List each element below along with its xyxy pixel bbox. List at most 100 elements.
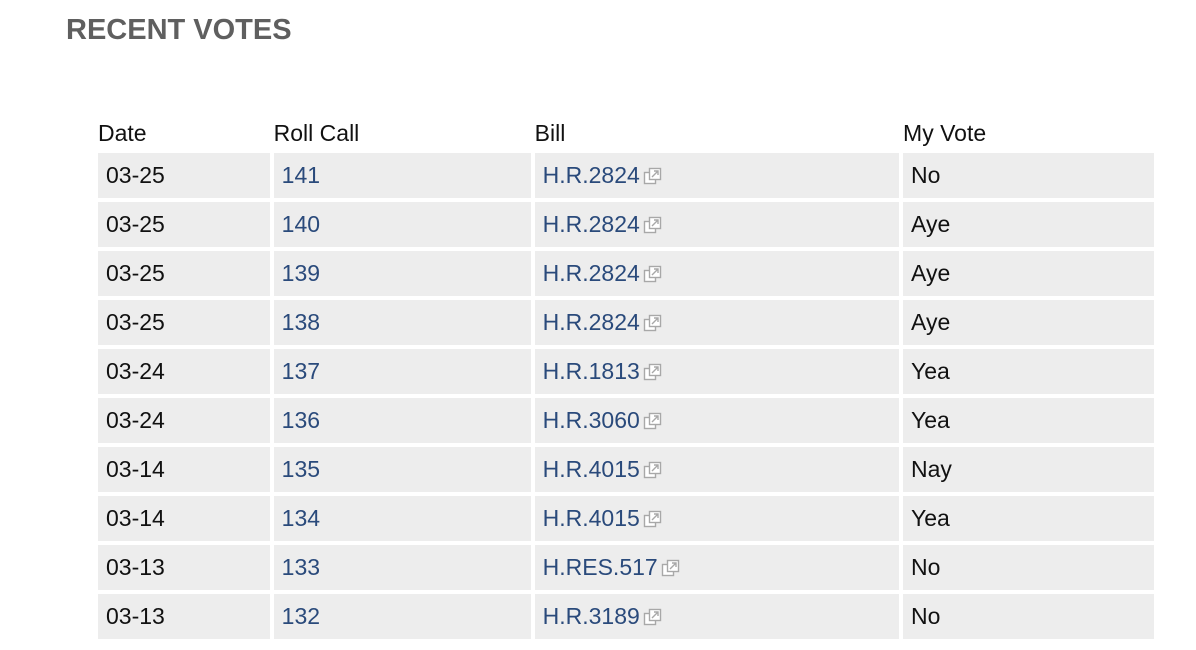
roll-call-cell: 135 [273,447,531,492]
date-cell: 03-25 [98,153,270,198]
vote-text: Yea [911,358,950,384]
roll-call-link[interactable]: 134 [281,505,321,531]
date-cell: 03-25 [98,202,270,247]
column-header-bill: Bill [534,120,566,146]
column-header-roll-call: Roll Call [273,120,360,146]
bill-cell: H.R.2824 [534,202,900,247]
bill-cell: H.R.1813 [534,349,900,394]
roll-call-link[interactable]: 133 [281,554,321,580]
bill-link[interactable]: H.R.3060 [543,407,662,433]
external-link-icon [643,265,662,283]
vote-text: No [911,554,941,580]
vote-text: Yea [911,407,950,433]
external-link-icon [643,216,662,234]
external-link-icon [643,314,662,332]
bill-link-text: H.R.4015 [542,505,640,531]
bill-link[interactable]: H.RES.517 [543,554,680,580]
roll-call-cell: 136 [273,398,531,443]
table-row: 03-13 133 H.RES.517 No [98,545,1154,590]
bill-link[interactable]: H.R.2824 [543,309,662,335]
table-row: 03-24 136 H.R.3060 Yea [98,398,1154,443]
date-text: 03-25 [106,260,165,286]
bill-link-text: H.R.3060 [542,407,640,433]
roll-call-cell: 133 [273,545,531,590]
bill-link-text: H.R.3189 [542,603,640,629]
page-title: RECENT VOTES [66,14,292,46]
external-link-icon [643,510,662,528]
my-vote-cell: Yea [903,496,1154,541]
bill-link[interactable]: H.R.2824 [543,211,662,237]
roll-call-cell: 137 [273,349,531,394]
date-text: 03-24 [106,358,165,384]
date-text: 03-24 [106,407,165,433]
date-text: 03-14 [106,456,165,482]
bill-link-text: H.R.2824 [542,211,640,237]
table-row: 03-25 140 H.R.2824 Aye [98,202,1154,247]
table-body: 03-25 141 H.R.2824 No 03-25 140 H.R.2824… [98,153,1154,639]
bill-cell: H.RES.517 [534,545,900,590]
table-row: 03-25 139 H.R.2824 Aye [98,251,1154,296]
external-link-icon [643,608,662,626]
date-cell: 03-24 [98,398,270,443]
date-cell: 03-13 [98,545,270,590]
external-link-icon [643,461,662,479]
date-cell: 03-25 [98,300,270,345]
roll-call-link[interactable]: 140 [281,211,321,237]
bill-link-text: H.R.2824 [542,260,640,286]
my-vote-cell: Aye [903,251,1154,296]
date-text: 03-13 [106,603,165,629]
my-vote-cell: Aye [903,202,1154,247]
date-text: 03-14 [106,505,165,531]
my-vote-cell: Yea [903,349,1154,394]
roll-call-link[interactable]: 132 [281,603,321,629]
my-vote-cell: No [903,545,1154,590]
table-row: 03-13 132 H.R.3189 No [98,594,1154,639]
bill-cell: H.R.2824 [534,251,900,296]
vote-text: Aye [911,260,951,286]
vote-text: No [911,162,941,188]
bill-link-text: H.RES.517 [542,554,658,580]
bill-link-text: H.R.1813 [542,358,640,384]
table-header-row: Date Roll Call Bill My Vote [98,112,1154,149]
roll-call-link[interactable]: 135 [281,456,321,482]
roll-call-link[interactable]: 141 [281,162,321,188]
table-row: 03-25 138 H.R.2824 Aye [98,300,1154,345]
bill-link[interactable]: H.R.2824 [543,260,662,286]
my-vote-cell: Yea [903,398,1154,443]
bill-cell: H.R.2824 [534,300,900,345]
roll-call-cell: 140 [273,202,531,247]
bill-cell: H.R.4015 [534,447,900,492]
bill-link-text: H.R.4015 [542,456,640,482]
table-row: 03-14 134 H.R.4015 Yea [98,496,1154,541]
vote-text: No [911,603,941,629]
bill-link[interactable]: H.R.3189 [543,603,662,629]
date-text: 03-25 [106,211,165,237]
table-row: 03-25 141 H.R.2824 No [98,153,1154,198]
roll-call-cell: 139 [273,251,531,296]
vote-text: Aye [911,309,951,335]
roll-call-cell: 132 [273,594,531,639]
bill-link[interactable]: H.R.4015 [543,505,662,531]
bill-link[interactable]: H.R.1813 [543,358,662,384]
table-row: 03-24 137 H.R.1813 Yea [98,349,1154,394]
date-cell: 03-25 [98,251,270,296]
roll-call-link[interactable]: 137 [281,358,321,384]
table-row: 03-14 135 H.R.4015 Nay [98,447,1154,492]
date-text: 03-13 [106,554,165,580]
bill-link-text: H.R.2824 [542,162,640,188]
external-link-icon [643,167,662,185]
date-cell: 03-14 [98,496,270,541]
bill-link[interactable]: H.R.2824 [543,162,662,188]
date-cell: 03-13 [98,594,270,639]
date-cell: 03-14 [98,447,270,492]
my-vote-cell: No [903,594,1154,639]
my-vote-cell: Aye [903,300,1154,345]
roll-call-link[interactable]: 138 [281,309,321,335]
date-text: 03-25 [106,162,165,188]
column-header-date: Date [98,120,147,146]
bill-cell: H.R.3060 [534,398,900,443]
bill-cell: H.R.3189 [534,594,900,639]
roll-call-link[interactable]: 139 [281,260,321,286]
bill-link[interactable]: H.R.4015 [543,456,662,482]
roll-call-link[interactable]: 136 [281,407,321,433]
